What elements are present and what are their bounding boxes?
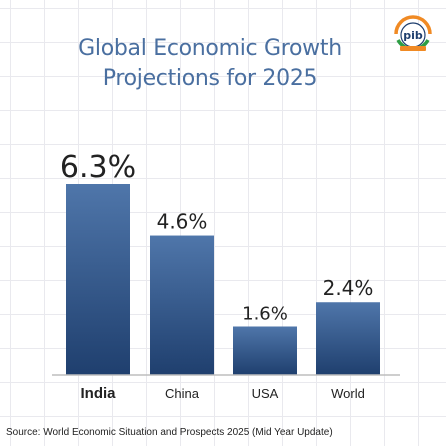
- category-label-usa: USA: [252, 386, 279, 401]
- bar-china: [150, 235, 214, 375]
- source-note: Source: World Economic Situation and Pro…: [6, 427, 333, 438]
- value-label-china: 4.6%: [157, 210, 208, 234]
- bar-world: [316, 302, 380, 375]
- value-label-usa: 1.6%: [242, 303, 288, 324]
- pib-logo-icon: pib: [394, 15, 432, 51]
- logo-text: pib: [403, 29, 423, 42]
- bar-india: [66, 184, 130, 375]
- value-label-world: 2.4%: [323, 276, 374, 300]
- title-line-1: Global Economic Growth: [78, 36, 342, 61]
- bar-usa: [233, 326, 297, 375]
- category-label-india: India: [80, 385, 116, 402]
- chart-title: Global Economic Growth Projections for 2…: [0, 34, 420, 94]
- value-label-india: 6.3%: [60, 150, 136, 185]
- category-label-world: World: [331, 386, 365, 401]
- title-line-2: Projections for 2025: [102, 66, 318, 91]
- category-label-china: China: [165, 386, 200, 401]
